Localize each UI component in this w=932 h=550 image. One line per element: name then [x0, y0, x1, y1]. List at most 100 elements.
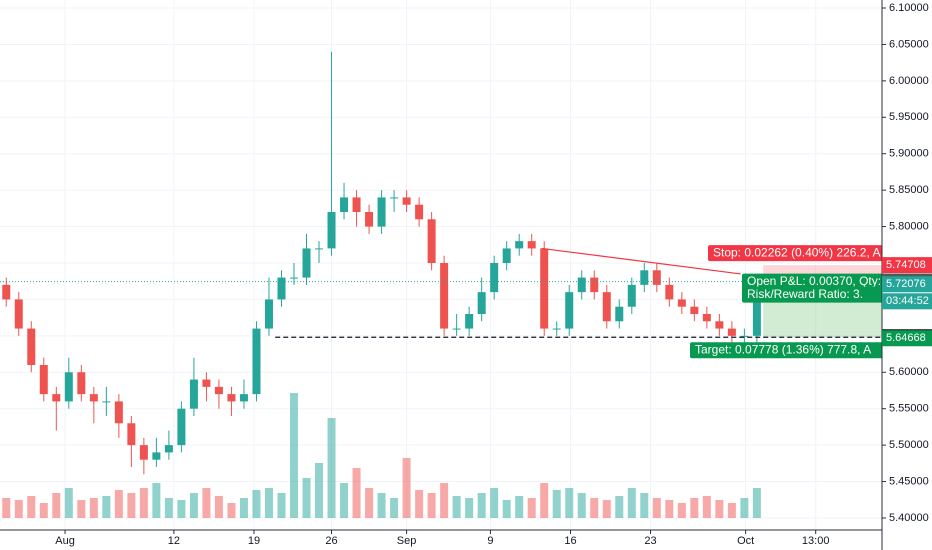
x-tick-label: 12 — [168, 535, 180, 547]
candle-body — [477, 292, 486, 314]
y-tick-label: 5.85000 — [889, 184, 929, 196]
candle-body — [427, 219, 436, 263]
volume-bar — [515, 496, 524, 518]
stop-label-box — [708, 245, 892, 262]
target-label: Target: 0.07778 (1.36%) 777.8, A — [695, 342, 871, 356]
candle-body — [715, 321, 724, 329]
candle-body — [440, 262, 449, 329]
y-tick-label: 5.95000 — [889, 111, 929, 123]
candle-body — [615, 306, 624, 322]
candle-body — [602, 292, 611, 322]
volume-bar — [690, 498, 699, 518]
volume-bar — [490, 488, 499, 518]
volume-bar — [390, 498, 399, 518]
volume-bar — [315, 463, 324, 518]
volume-bar — [577, 493, 586, 518]
price-tag: 5.72076 — [886, 278, 926, 290]
volume-bar — [302, 478, 311, 518]
volume-bar — [102, 496, 111, 518]
x-tick-label: 9 — [487, 535, 493, 547]
candle-body — [590, 277, 599, 293]
candle-body — [89, 394, 98, 402]
volume-bar — [415, 490, 424, 518]
volume-bar — [77, 500, 86, 518]
candle-body — [114, 401, 123, 424]
candle-body — [627, 284, 636, 307]
volume-bar — [264, 488, 273, 518]
x-tick-label: Sep — [397, 535, 417, 547]
rr-label-box — [742, 286, 892, 303]
candle-body — [490, 262, 499, 293]
x-tick-label: 23 — [644, 535, 656, 547]
candle-body — [152, 452, 161, 460]
volume-bar — [64, 488, 73, 518]
candle-body — [740, 335, 749, 337]
candle-body — [515, 241, 524, 249]
y-tick-label: 6.10000 — [889, 2, 929, 14]
candle-body — [239, 394, 248, 402]
volume-bar — [465, 498, 474, 518]
candle-body — [552, 328, 561, 330]
volume-bar — [502, 500, 511, 518]
candle-body — [465, 313, 474, 329]
candle-body — [139, 445, 148, 460]
candle-body — [315, 248, 324, 250]
volume-bar — [665, 500, 674, 518]
volume-bar — [427, 493, 436, 518]
rr-label: Risk/Reward Ratio: 3. — [747, 287, 863, 301]
candle-body — [652, 270, 661, 285]
candle-body — [52, 394, 61, 402]
volume-bar — [740, 498, 749, 518]
candle-body — [690, 306, 699, 314]
candle-body — [502, 248, 511, 263]
volume-bar — [39, 503, 48, 518]
volume-bar — [602, 500, 611, 518]
pnl-label-box — [742, 273, 892, 290]
price-tag: 5.64668 — [886, 332, 926, 344]
candle-body — [402, 197, 411, 205]
candle-body — [64, 372, 73, 402]
volume-bar — [440, 483, 449, 518]
volume-bar — [615, 496, 624, 518]
y-tick-label: 5.50000 — [889, 439, 929, 451]
countdown-box — [882, 293, 932, 310]
candle-body — [340, 197, 349, 212]
volume-bar — [327, 418, 336, 518]
candle-body — [352, 197, 361, 212]
volume-bar — [52, 493, 61, 518]
candle-body — [252, 328, 261, 395]
candle-body — [390, 197, 399, 199]
candle-body — [277, 277, 286, 300]
candle-body — [640, 270, 649, 285]
price-tag-box — [882, 257, 932, 274]
candle-body — [214, 386, 223, 395]
volume-bar — [189, 493, 198, 518]
volume-bar — [2, 498, 11, 518]
y-tick-label: 5.60000 — [889, 366, 929, 378]
volume-bar — [715, 500, 724, 518]
y-tick-label: 5.55000 — [889, 403, 929, 415]
x-tick-label: 19 — [248, 535, 260, 547]
volume-bar — [27, 496, 36, 518]
candle-body — [415, 204, 424, 220]
volume-bar — [527, 498, 536, 518]
volume-bar — [477, 493, 486, 518]
candle-body — [540, 248, 549, 329]
trend-line — [541, 247, 741, 275]
volume-bar — [377, 493, 386, 518]
volume-bar — [352, 468, 361, 518]
y-tick-label: 6.00000 — [889, 75, 929, 87]
candle-body — [39, 364, 48, 395]
candle-body — [327, 212, 336, 249]
price-tag-box — [882, 330, 932, 347]
candle-body — [102, 401, 111, 403]
volume-bar — [552, 490, 561, 518]
y-tick-label: 5.45000 — [889, 475, 929, 487]
volume-bar — [752, 488, 761, 518]
candle-body — [264, 299, 273, 329]
pnl-label: Open P&L: 0.00370, Qty: — [747, 274, 881, 288]
price-tag-box — [882, 276, 932, 293]
x-tick-label: 16 — [564, 535, 576, 547]
volume-bar — [702, 496, 711, 518]
